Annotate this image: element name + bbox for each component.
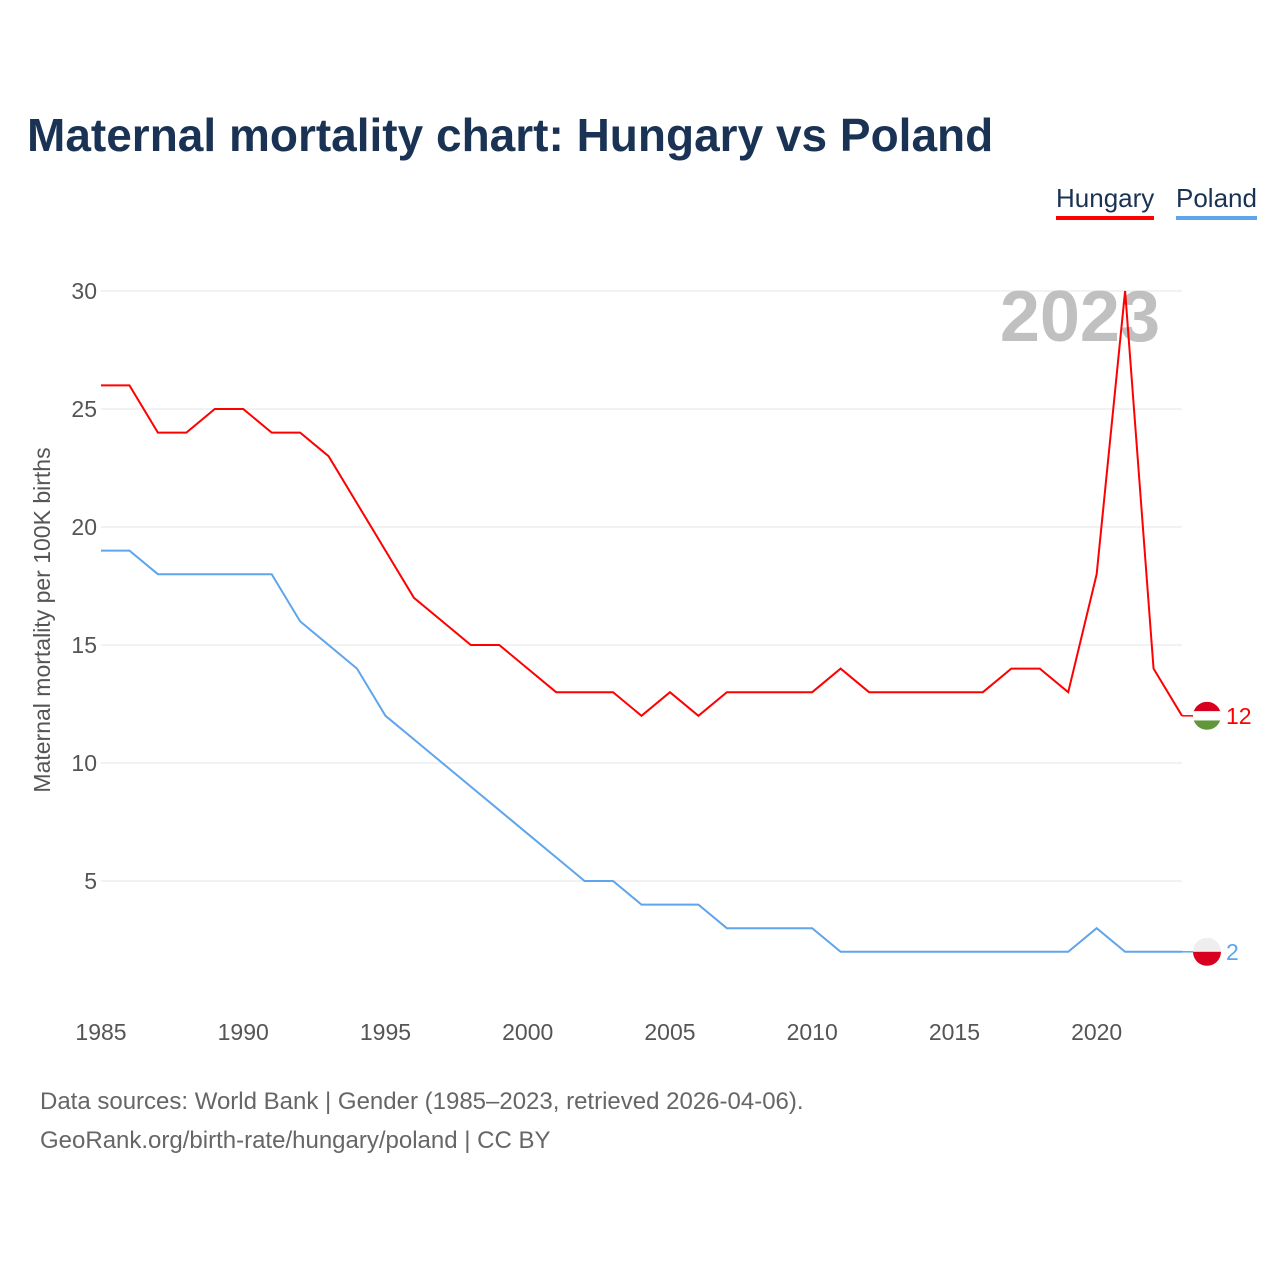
series-line-poland: [101, 549, 1182, 953]
y-tick-label: 10: [71, 750, 97, 776]
x-tick-label: 2005: [644, 1019, 695, 1045]
x-tick-label: 2010: [787, 1019, 838, 1045]
x-tick-label: 1995: [360, 1019, 411, 1045]
footer-link[interactable]: GeoRank.org/birth-rate/hungary/poland | …: [40, 1127, 551, 1154]
poland-flag-icon: [1193, 937, 1221, 966]
series-line-hungary: [101, 290, 1183, 718]
chart-title: Maternal mortality chart: Hungary vs Pol…: [27, 109, 994, 161]
y-tick-label: 25: [71, 396, 97, 422]
end-value-label: 12: [1226, 703, 1252, 729]
hungary-flag-icon: [1193, 701, 1221, 730]
legend-hungary[interactable]: Hungary: [1056, 183, 1155, 220]
end-value-label: 2: [1226, 939, 1239, 965]
y-tick-label: 20: [71, 514, 97, 540]
x-tick-label: 1990: [218, 1019, 269, 1045]
year-watermark: 2023: [1000, 277, 1160, 357]
x-tick-label: 2020: [1071, 1019, 1122, 1045]
x-tick-label: 1985: [75, 1019, 126, 1045]
x-tick-label: 2015: [929, 1019, 980, 1045]
footer-sources: Data sources: World Bank | Gender (1985–…: [40, 1088, 804, 1115]
y-tick-label: 5: [84, 868, 97, 894]
x-tick-label: 2000: [502, 1019, 553, 1045]
y-tick-label: 30: [71, 278, 97, 304]
y-axis-label: Maternal mortality per 100K births: [29, 447, 55, 792]
legend-poland[interactable]: Poland: [1176, 183, 1257, 220]
y-tick-label: 15: [71, 632, 97, 658]
